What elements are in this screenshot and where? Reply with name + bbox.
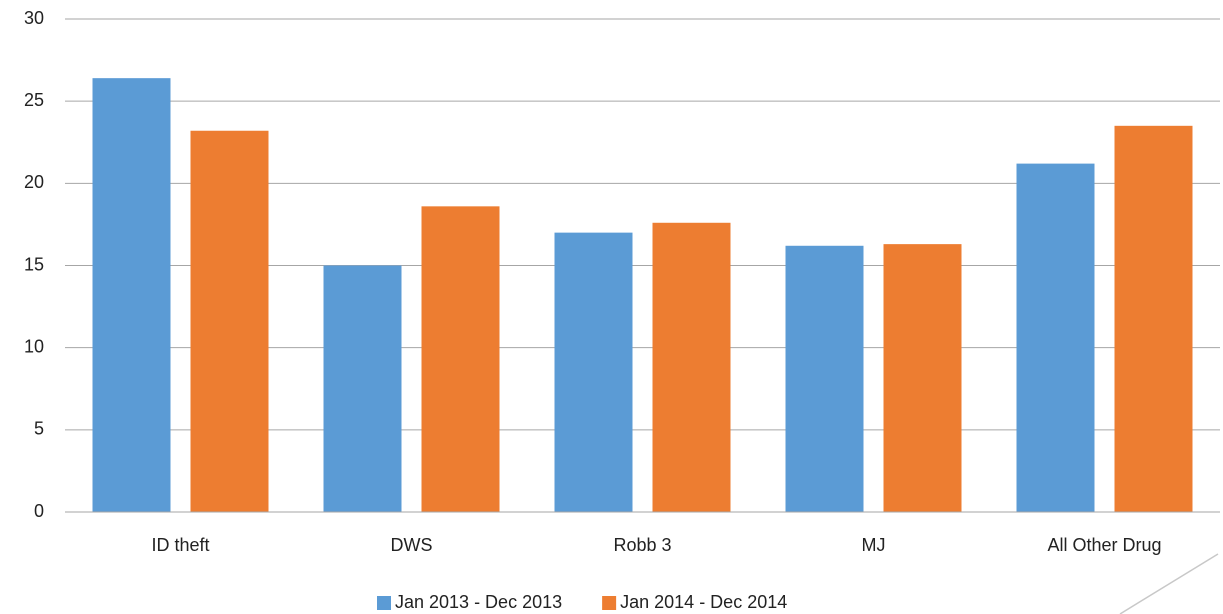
legend-label: Jan 2014 - Dec 2014 bbox=[620, 592, 787, 612]
legend-label: Jan 2013 - Dec 2013 bbox=[395, 592, 562, 612]
y-tick-label: 15 bbox=[24, 254, 44, 274]
decoration bbox=[1119, 553, 1219, 614]
x-tick-label: DWS bbox=[391, 535, 433, 555]
y-tick-label: 20 bbox=[24, 172, 44, 192]
y-tick-label: 25 bbox=[24, 90, 44, 110]
bar bbox=[190, 130, 269, 512]
y-tick-label: 30 bbox=[24, 8, 44, 28]
y-tick-label: 10 bbox=[24, 336, 44, 356]
bar bbox=[883, 244, 962, 513]
bar bbox=[323, 265, 402, 512]
bar bbox=[1114, 125, 1193, 513]
bar bbox=[652, 222, 731, 513]
bar bbox=[554, 232, 633, 512]
y-tick-label: 0 bbox=[34, 501, 44, 521]
bar bbox=[92, 78, 171, 512]
bar bbox=[1016, 163, 1095, 512]
legend-swatch bbox=[602, 596, 617, 610]
x-tick-label: All Other Drug bbox=[1047, 535, 1161, 555]
y-tick-label: 5 bbox=[34, 419, 44, 439]
x-tick-label: ID theft bbox=[151, 535, 209, 555]
x-tick-label: MJ bbox=[862, 535, 886, 555]
legend-swatch bbox=[377, 596, 391, 610]
bar bbox=[785, 245, 864, 512]
x-tick-label: Robb 3 bbox=[613, 535, 671, 555]
bar bbox=[421, 206, 500, 512]
